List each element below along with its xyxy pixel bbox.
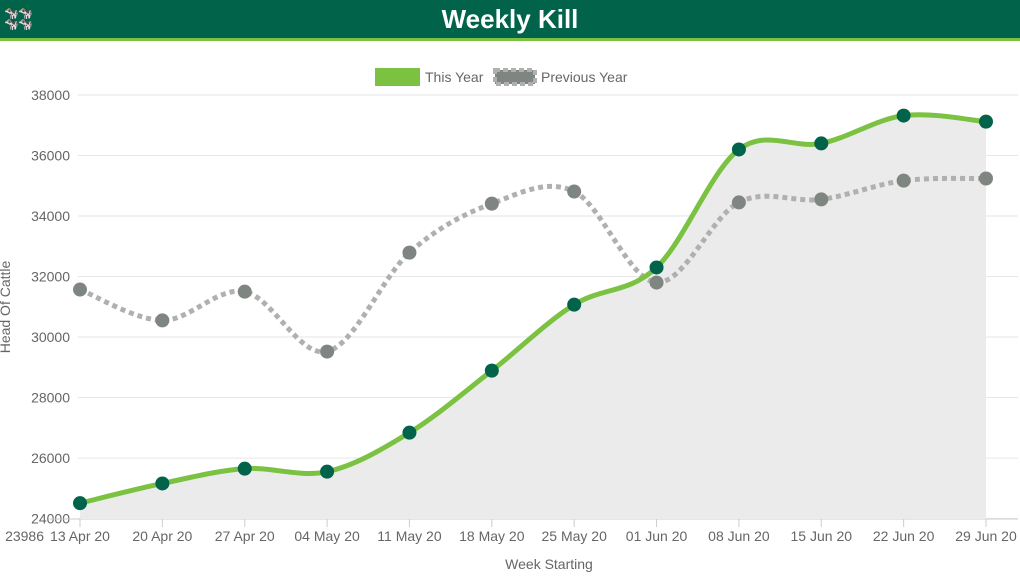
x-tick-label: 11 May 20 <box>377 528 442 544</box>
x-tick-label: 15 Jun 20 <box>791 528 853 544</box>
this-year-point <box>979 114 993 129</box>
header-bar: 🐄🐄 🐄🐄 Weekly Kill <box>0 0 1020 41</box>
this-year-area <box>80 114 986 519</box>
this-year-point <box>484 363 499 378</box>
x-tick-label: 08 Jun 20 <box>708 528 770 544</box>
legend-previous-year-label: Previous Year <box>541 69 628 85</box>
this-year-point <box>155 476 170 491</box>
y-tick-label: 32000 <box>31 269 70 285</box>
y-tick-label: 30000 <box>31 329 70 345</box>
y-tick-label: 36000 <box>31 148 70 164</box>
x-tick-label: 20 Apr 20 <box>132 528 192 544</box>
x-tick-label: 01 Jun 20 <box>626 528 688 544</box>
previous-year-point <box>237 284 252 299</box>
this-year-point <box>320 464 335 479</box>
previous-year-point <box>649 275 664 290</box>
this-year-point <box>567 297 582 312</box>
y-tick-label: 28000 <box>31 390 70 406</box>
previous-year-point <box>814 192 829 207</box>
previous-year-point <box>320 344 335 359</box>
x-axis-title: Week Starting <box>505 556 593 572</box>
this-year-point <box>896 108 911 123</box>
x-tick-label: 04 May 20 <box>294 528 360 544</box>
previous-year-point <box>73 282 87 297</box>
previous-year-point <box>155 313 170 328</box>
y-tick-label: 38000 <box>31 87 70 103</box>
y-tick-label: 34000 <box>31 208 70 224</box>
y-tick-label: 26000 <box>31 450 70 466</box>
previous-year-point <box>484 196 499 211</box>
this-year-point <box>237 461 252 476</box>
x-tick-label: 27 Apr 20 <box>215 528 275 544</box>
cattle-icon: 🐄🐄 🐄🐄 <box>4 6 33 31</box>
x-tick-label: 18 May 20 <box>459 528 525 544</box>
this-year-point <box>402 425 417 440</box>
previous-year-point <box>567 184 582 199</box>
x-tick-label: 29 Jun 20 <box>955 528 1017 544</box>
y-min-label: 23986 <box>5 528 44 544</box>
previous-year-point <box>402 245 417 260</box>
x-tick-label: 25 May 20 <box>541 528 607 544</box>
x-tick-label: 22 Jun 20 <box>873 528 935 544</box>
page-title: Weekly Kill <box>441 4 579 34</box>
legend-this-year-swatch <box>375 68 420 86</box>
previous-year-point <box>731 195 746 210</box>
legend-previous-year-swatch <box>493 68 537 86</box>
y-axis-title: Head Of Cattle <box>0 260 13 353</box>
x-tick-label: 13 Apr 20 <box>50 528 110 544</box>
this-year-point <box>649 260 664 275</box>
this-year-point <box>731 142 746 157</box>
this-year-point <box>73 496 87 511</box>
previous-year-point <box>896 173 911 188</box>
legend-this-year-label: This Year <box>425 69 484 85</box>
this-year-point <box>814 136 829 151</box>
previous-year-point <box>979 171 993 186</box>
